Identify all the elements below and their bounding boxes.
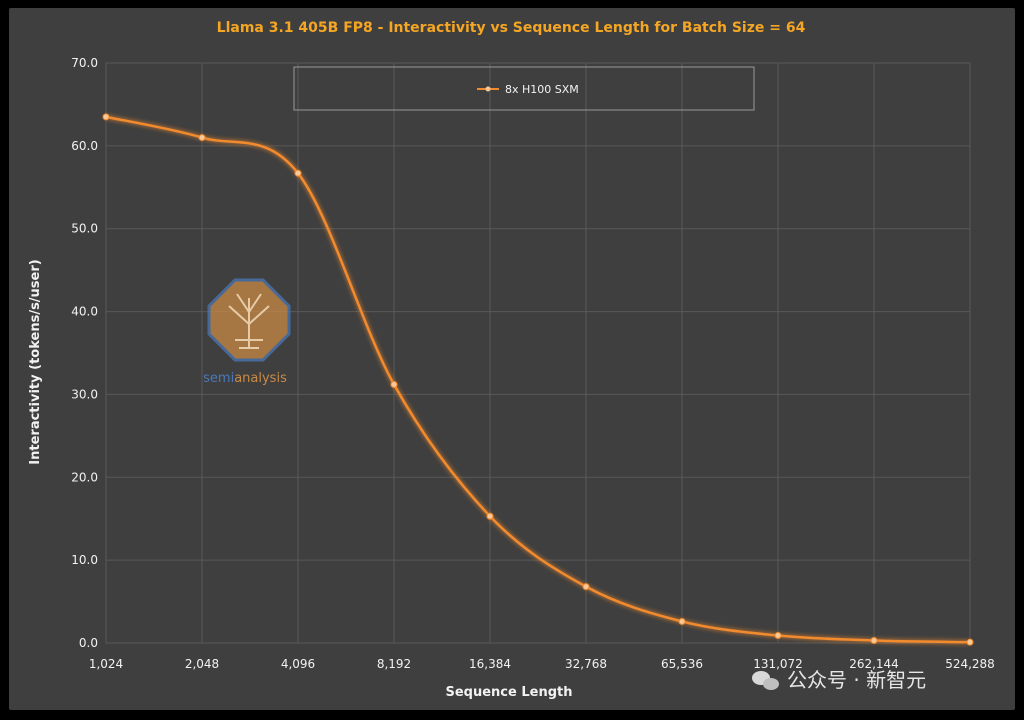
x-tick-label: 4,096: [281, 657, 315, 671]
y-tick-label: 10.0: [71, 553, 98, 567]
y-tick-label: 20.0: [71, 470, 98, 484]
data-point: [582, 583, 590, 591]
x-tick-label: 524,288: [945, 657, 995, 671]
x-tick-label: 131,072: [753, 657, 803, 671]
data-point: [294, 169, 302, 177]
y-tick-label: 30.0: [71, 387, 98, 401]
chart-title: Llama 3.1 405B FP8 - Interactivity vs Se…: [217, 20, 806, 36]
x-tick-label: 32,768: [565, 657, 607, 671]
chart-frame: Llama 3.1 405B FP8 - Interactivity vs Se…: [9, 8, 1015, 710]
data-point: [102, 113, 110, 121]
y-tick-label: 40.0: [71, 305, 98, 319]
logo-text-analysis: analysis: [234, 371, 287, 386]
y-axis-title: Interactivity (tokens/s/user): [28, 259, 43, 464]
wechat-footer-text: 公众号 · 新智元: [787, 668, 926, 692]
logo-text-semi: semi: [203, 371, 234, 386]
line-chart: Llama 3.1 405B FP8 - Interactivity vs Se…: [28, 20, 995, 700]
wechat-watermark: 公众号 · 新智元: [752, 668, 926, 692]
gridlines: [105, 62, 971, 644]
series-8x-h100-sxm: [102, 113, 974, 646]
data-point: [774, 632, 782, 640]
series-line: [105, 115, 971, 644]
x-tick-label: 2,048: [185, 657, 219, 671]
y-tick-label: 50.0: [71, 222, 98, 236]
y-axis-ticks: 0.0 10.0 20.0 30.0 40.0 50.0 60.0 70.0: [71, 56, 98, 650]
x-tick-label: 65,536: [661, 657, 703, 671]
x-tick-label: 8,192: [377, 657, 411, 671]
data-point: [390, 380, 398, 388]
legend: 8x H100 SXM: [293, 66, 755, 111]
y-tick-label: 60.0: [71, 139, 98, 153]
legend-label: 8x H100 SXM: [505, 83, 579, 96]
x-axis-title: Sequence Length: [446, 685, 573, 700]
data-point: [198, 134, 206, 142]
data-point: [678, 617, 686, 625]
data-point: [870, 637, 878, 645]
x-axis-ticks: 1,024 2,048 4,096 8,192 16,384 32,768 65,536 13…: [89, 657, 995, 671]
x-tick-label: 16,384: [469, 657, 511, 671]
svg-text:semianalysis: semianalysis: [203, 371, 287, 386]
x-tick-label: 1,024: [89, 657, 123, 671]
data-point: [486, 512, 494, 520]
x-tick-label: 262,144: [849, 657, 899, 671]
y-tick-label: 0.0: [79, 636, 98, 650]
semianalysis-logo: semianalysis: [203, 278, 291, 386]
data-point: [966, 638, 974, 646]
y-tick-label: 70.0: [71, 56, 98, 70]
